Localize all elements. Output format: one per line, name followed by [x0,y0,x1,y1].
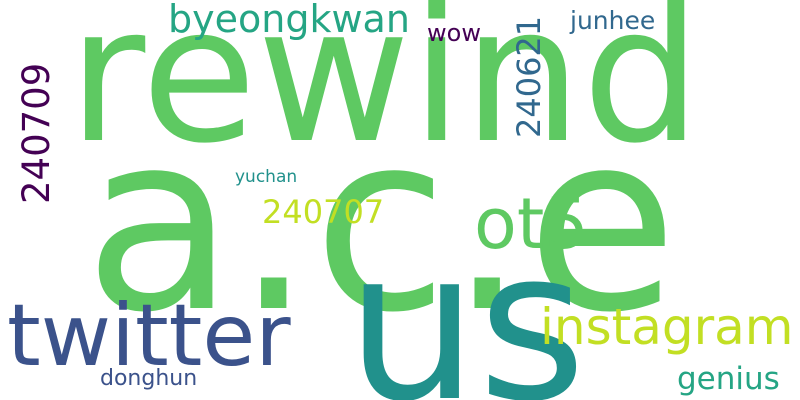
word-twitter: twitter [7,286,291,386]
word-instagram: instagram [540,298,794,356]
word-ot5: ot5 [474,183,589,265]
word-donghun: donghun [100,366,198,391]
word-ace: a.c.e [84,81,678,367]
word-yuchan: yuchan [235,167,298,187]
word-genius: genius [677,361,780,397]
word-us: us [346,206,587,400]
word-byeongkwan: byeongkwan [168,0,410,41]
word-rewind: rewind [68,0,702,185]
word-240707: 240707 [262,193,385,231]
word-wow: wow [427,19,481,47]
word-240709: 240709 [15,62,58,204]
word-240621: 240621 [510,15,548,138]
word-junhee: junhee [570,6,656,35]
